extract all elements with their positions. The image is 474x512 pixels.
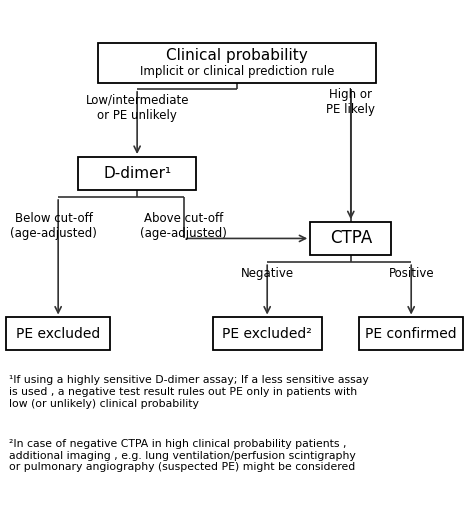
Text: High or
PE likely: High or PE likely: [326, 88, 375, 116]
FancyBboxPatch shape: [213, 317, 322, 350]
Text: Below cut-off
(age-adjusted): Below cut-off (age-adjusted): [10, 212, 97, 240]
FancyBboxPatch shape: [98, 43, 376, 83]
Text: PE excluded: PE excluded: [16, 327, 100, 341]
Text: ²In case of negative CTPA in high clinical probability patients ,
additional ima: ²In case of negative CTPA in high clinic…: [9, 439, 356, 473]
FancyBboxPatch shape: [6, 317, 110, 350]
Text: Above cut-off
(age-adjusted): Above cut-off (age-adjusted): [140, 212, 227, 240]
Text: Negative: Negative: [241, 267, 294, 280]
Text: PE confirmed: PE confirmed: [365, 327, 457, 341]
Text: Low/intermediate
or PE unlikely: Low/intermediate or PE unlikely: [85, 94, 189, 122]
Text: CTPA: CTPA: [330, 229, 372, 247]
Text: PE excluded²: PE excluded²: [222, 327, 312, 341]
FancyBboxPatch shape: [78, 157, 196, 189]
FancyBboxPatch shape: [359, 317, 464, 350]
FancyBboxPatch shape: [310, 222, 392, 255]
Text: Clinical probability: Clinical probability: [166, 48, 308, 63]
Text: Positive: Positive: [388, 267, 434, 280]
Text: ¹If using a highly sensitive D-dimer assay; If a less sensitive assay
is used , : ¹If using a highly sensitive D-dimer ass…: [9, 375, 369, 409]
Text: Implicit or clinical prediction rule: Implicit or clinical prediction rule: [140, 66, 334, 78]
Text: D-dimer¹: D-dimer¹: [103, 166, 171, 181]
